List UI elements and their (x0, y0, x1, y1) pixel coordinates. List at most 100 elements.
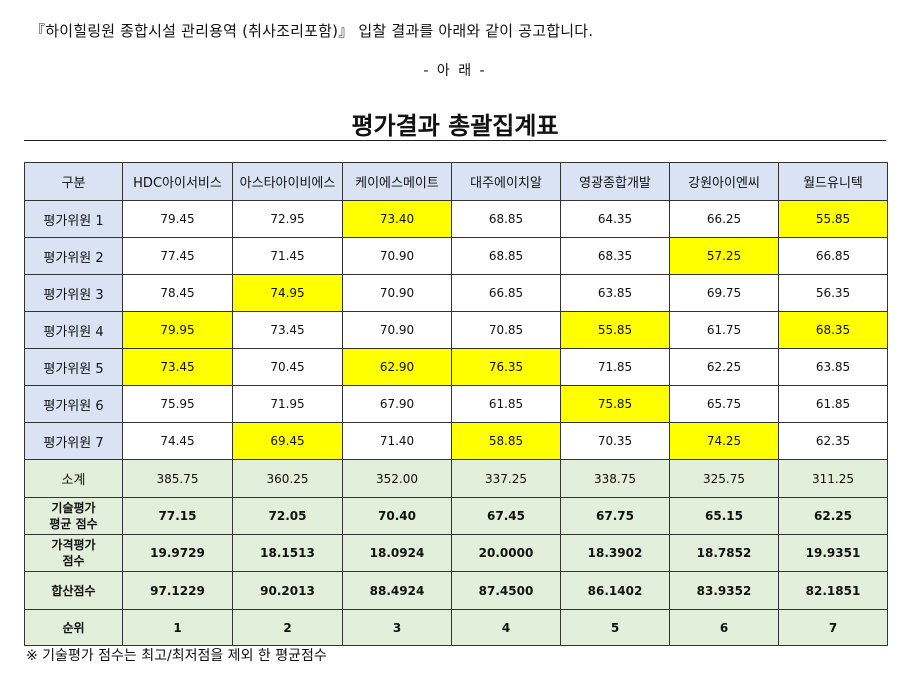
score-cell: 55.85 (778, 200, 888, 238)
total-label: 합산점수 (24, 571, 123, 610)
evaluator-label: 평가위원 6 (24, 385, 123, 423)
evaluator-row: 평가위원 6 75.95 71.95 67.90 61.85 75.85 65.75 61.8… (24, 385, 888, 423)
evaluator-row: 평가위원 7 74.45 69.45 71.40 58.85 70.35 74.25 62.3… (24, 422, 888, 460)
evaluator-row: 평가위원 2 77.45 71.45 70.90 68.85 68.35 57.25 66.8… (24, 237, 888, 275)
subtotal-cell: 311.25 (778, 459, 888, 498)
score-cell: 63.85 (778, 348, 888, 386)
score-cell: 62.90 (342, 348, 452, 386)
company-header: HDC아이서비스 (122, 162, 233, 201)
tech-avg-cell: 77.15 (122, 497, 233, 535)
company-header: 대주에이치알 (451, 162, 561, 201)
score-cell: 70.85 (451, 311, 561, 349)
score-cell: 70.90 (342, 237, 452, 275)
evaluator-label: 평가위원 3 (24, 274, 123, 312)
score-cell: 61.75 (669, 311, 779, 349)
table-header-row: 구분 HDC아이서비스 아스타아이비에스 케이에스메이트 대주에이치알 영광종합개발 강원… (24, 162, 888, 201)
subtotal-cell: 360.25 (232, 459, 343, 498)
score-cell: 68.85 (451, 237, 561, 275)
score-cell: 75.95 (122, 385, 233, 423)
total-cell: 83.9352 (669, 571, 779, 610)
corner-header: 구분 (24, 162, 123, 201)
score-cell: 73.45 (122, 348, 233, 386)
company-header: 월드유니텍 (778, 162, 888, 201)
price-cell: 18.7852 (669, 534, 779, 572)
evaluator-label: 평가위원 1 (24, 200, 123, 238)
score-cell: 55.85 (560, 311, 670, 349)
score-cell: 62.35 (778, 422, 888, 460)
price-label-line1: 가격평가 (51, 538, 96, 552)
tech-avg-cell: 72.05 (232, 497, 343, 535)
score-cell: 77.45 (122, 237, 233, 275)
rank-label: 순위 (24, 609, 123, 646)
tech-avg-label: 기술평가 평균 점수 (24, 497, 123, 535)
company-header: 영광종합개발 (560, 162, 670, 201)
score-cell: 74.95 (232, 274, 343, 312)
score-cell: 67.90 (342, 385, 452, 423)
score-cell: 66.85 (778, 237, 888, 275)
score-cell: 56.35 (778, 274, 888, 312)
total-cell: 90.2013 (232, 571, 343, 610)
total-cell: 82.1851 (778, 571, 888, 610)
rank-cell: 1 (122, 609, 233, 646)
title-divider (24, 140, 886, 141)
score-cell: 68.35 (778, 311, 888, 349)
company-header: 아스타아이비에스 (232, 162, 343, 201)
score-cell: 62.25 (669, 348, 779, 386)
score-cell: 66.25 (669, 200, 779, 238)
subtotal-label: 소계 (24, 459, 123, 498)
subtotal-cell: 325.75 (669, 459, 779, 498)
total-cell: 86.1402 (560, 571, 670, 610)
subtotal-cell: 385.75 (122, 459, 233, 498)
evaluator-label: 평가위원 2 (24, 237, 123, 275)
price-cell: 18.0924 (342, 534, 452, 572)
subtotal-row: 소계 385.75 360.25 352.00 337.25 338.75 325.75 3… (24, 459, 888, 498)
score-cell: 75.85 (560, 385, 670, 423)
company-header: 케이에스메이트 (342, 162, 452, 201)
score-cell: 69.75 (669, 274, 779, 312)
subhead-below: - 아 래 - (423, 63, 487, 79)
price-cell: 19.9351 (778, 534, 888, 572)
score-cell: 69.45 (232, 422, 343, 460)
score-cell: 57.25 (669, 237, 779, 275)
tech-avg-label-line2: 평균 점수 (49, 517, 98, 531)
score-cell: 74.45 (122, 422, 233, 460)
price-label-line2: 점수 (62, 554, 85, 568)
price-cell: 18.1513 (232, 534, 343, 572)
rank-cell: 5 (560, 609, 670, 646)
evaluator-row: 평가위원 4 79.95 73.45 70.90 70.85 55.85 61.75 68.3… (24, 311, 888, 349)
score-cell: 71.95 (232, 385, 343, 423)
score-cell: 79.45 (122, 200, 233, 238)
score-cell: 70.90 (342, 274, 452, 312)
total-cell: 88.4924 (342, 571, 452, 610)
announcement-intro: 『하이힐링원 종합시설 관리용역 (취사조리포함)』 입찰 결과를 아래와 같이… (30, 22, 594, 40)
score-cell: 78.45 (122, 274, 233, 312)
subtotal-cell: 338.75 (560, 459, 670, 498)
score-cell: 70.90 (342, 311, 452, 349)
evaluation-summary-table: 구분 HDC아이서비스 아스타아이비에스 케이에스메이트 대주에이치알 영광종합개발 강원… (24, 162, 888, 646)
score-cell: 64.35 (560, 200, 670, 238)
rank-cell: 3 (342, 609, 452, 646)
price-row: 가격평가 점수 19.9729 18.1513 18.0924 20.0000 18.39… (24, 534, 888, 572)
price-cell: 20.0000 (451, 534, 561, 572)
score-cell: 72.95 (232, 200, 343, 238)
score-cell: 70.45 (232, 348, 343, 386)
score-cell: 68.35 (560, 237, 670, 275)
score-cell: 66.85 (451, 274, 561, 312)
subtotal-cell: 337.25 (451, 459, 561, 498)
total-row: 합산점수 97.1229 90.2013 88.4924 87.4500 86.1402… (24, 571, 888, 610)
score-cell: 76.35 (451, 348, 561, 386)
evaluator-row: 평가위원 1 79.45 72.95 73.40 68.85 64.35 66.25 55.8… (24, 200, 888, 238)
total-cell: 87.4500 (451, 571, 561, 610)
tech-avg-cell: 65.15 (669, 497, 779, 535)
evaluator-row: 평가위원 3 78.45 74.95 70.90 66.85 63.85 69.75 56.3… (24, 274, 888, 312)
evaluator-label: 평가위원 7 (24, 422, 123, 460)
tech-avg-cell: 67.45 (451, 497, 561, 535)
total-cell: 97.1229 (122, 571, 233, 610)
page-title: 평가결과 총괄집계표 (351, 111, 559, 140)
score-cell: 74.25 (669, 422, 779, 460)
score-cell: 71.40 (342, 422, 452, 460)
footnote: ※ 기술평가 점수는 최고/최저점을 제외 한 평균점수 (26, 648, 327, 664)
evaluator-label: 평가위원 4 (24, 311, 123, 349)
